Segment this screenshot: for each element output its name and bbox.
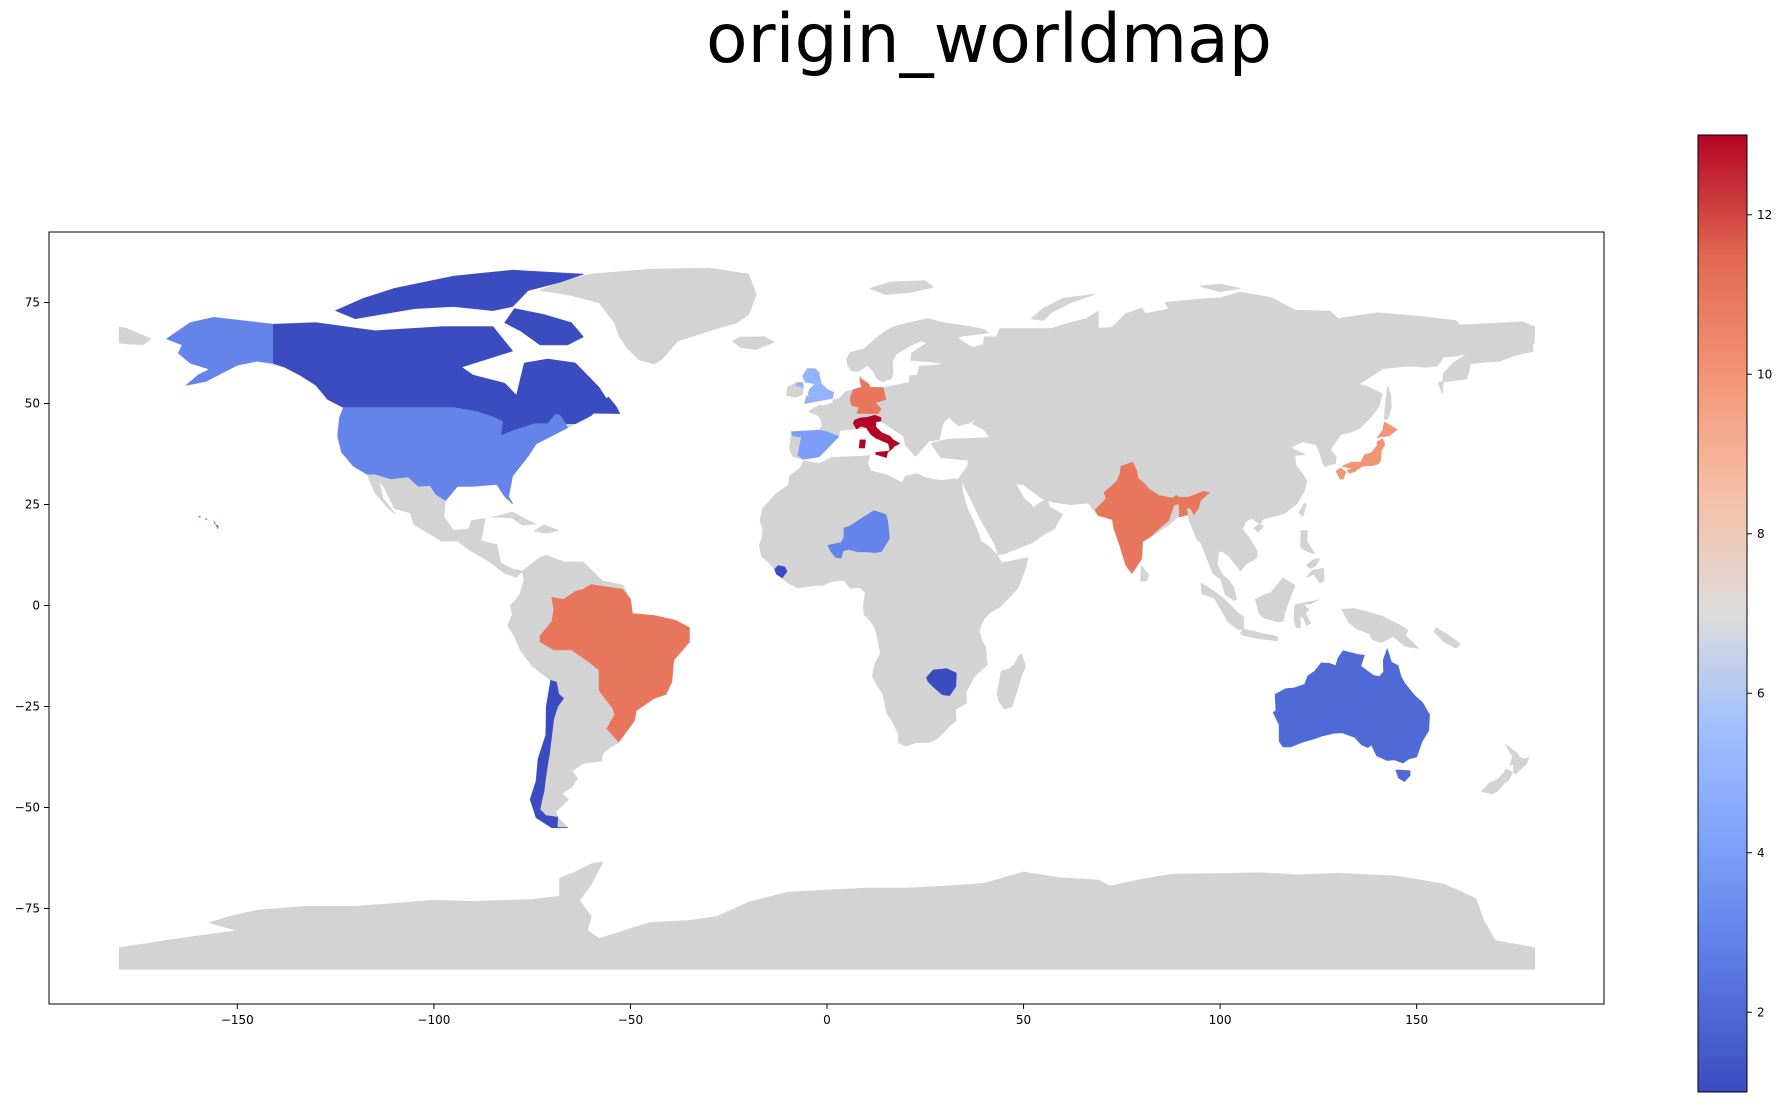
land-taiwan xyxy=(1298,502,1307,518)
land-sulawesi xyxy=(1293,599,1319,629)
country-japan xyxy=(1341,438,1386,470)
land-sakhalin xyxy=(1383,385,1392,421)
colorbar-tick-label: 6 xyxy=(1757,686,1765,700)
land-sri-pacific-solomon xyxy=(1433,627,1461,649)
x-tick-label: 50 xyxy=(1016,1013,1031,1027)
land-nz-north xyxy=(1505,744,1530,775)
highlighted-countries xyxy=(166,269,1430,828)
land-madagascar xyxy=(996,653,1026,710)
y-tick-label: −50 xyxy=(15,801,40,815)
country-canada xyxy=(573,403,586,408)
land-philippines-central xyxy=(1306,558,1321,569)
colorbar-gradient xyxy=(1697,134,1748,1093)
country-canada xyxy=(593,396,621,414)
x-tick-label: −150 xyxy=(221,1013,254,1027)
colorbar-tick-label: 4 xyxy=(1757,846,1765,860)
x-tick-label: 150 xyxy=(1405,1013,1428,1027)
country-united-states xyxy=(198,515,202,518)
land-iceland xyxy=(732,336,775,350)
country-zimbabwe xyxy=(926,668,957,696)
y-tick-label: 50 xyxy=(25,397,40,411)
country-australia xyxy=(1272,648,1430,764)
colorbar-tick-label: 8 xyxy=(1757,527,1765,541)
country-united-states xyxy=(337,407,568,504)
country-united-kingdom xyxy=(802,368,834,404)
land-philippines-mindanao xyxy=(1306,567,1325,584)
land-sri-lanka xyxy=(1140,565,1150,582)
land-hispaniola xyxy=(534,524,559,534)
land-europe xyxy=(789,291,1536,601)
colorbar: 2 4 6 8 10 12 xyxy=(1697,134,1772,1093)
country-united-states xyxy=(166,317,273,386)
land-java xyxy=(1240,628,1278,642)
x-tick-label: −100 xyxy=(417,1013,450,1027)
land-borneo xyxy=(1255,577,1296,623)
colorbar-tick-label: 2 xyxy=(1757,1005,1765,1019)
land-kamchatka-tip xyxy=(118,326,152,345)
country-australia xyxy=(1395,769,1411,782)
country-germany xyxy=(849,378,887,414)
land-greenland xyxy=(539,267,757,365)
x-tick-label: 100 xyxy=(1209,1013,1232,1027)
y-tick-label: −75 xyxy=(15,902,40,916)
country-japan xyxy=(1335,467,1347,480)
y-tick-label: −25 xyxy=(15,700,40,714)
land-cuba xyxy=(492,511,536,526)
chart-title: origin_worldmap xyxy=(706,0,1272,79)
country-canada xyxy=(335,269,584,319)
y-tick-label: 25 xyxy=(25,498,40,512)
country-italy xyxy=(875,450,889,458)
country-united-kingdom xyxy=(795,382,804,388)
country-brazil xyxy=(539,584,690,743)
land-hainan xyxy=(1253,523,1264,533)
land-svalbard xyxy=(869,280,934,295)
x-axis: −150 −100 −50 0 50 100 150 xyxy=(221,1004,1428,1027)
country-sierra-leone xyxy=(774,565,788,579)
x-tick-label: −50 xyxy=(618,1013,643,1027)
country-india xyxy=(1094,461,1210,574)
country-italy xyxy=(853,414,900,453)
country-canada xyxy=(504,308,584,346)
country-japan xyxy=(1346,467,1357,474)
chart-title-area: origin_worldmap xyxy=(706,0,1272,79)
y-axis: 75 50 25 0 −25 −50 −75 xyxy=(15,296,49,916)
x-tick-label: 0 xyxy=(823,1013,831,1027)
country-chile xyxy=(529,679,568,828)
land-sumatra xyxy=(1200,582,1245,630)
land-novaya-zemlya xyxy=(1030,293,1095,321)
country-japan xyxy=(1377,421,1398,439)
colorbar-tick-label: 10 xyxy=(1757,367,1772,381)
land-arctic-north-siberia xyxy=(1199,283,1241,293)
land-antarctica xyxy=(118,861,1536,970)
colorbar-ticks: 2 4 6 8 10 12 xyxy=(1747,208,1772,1019)
colorbar-tick-label: 12 xyxy=(1757,208,1772,222)
country-niger xyxy=(827,510,890,559)
land-philippines-luzon xyxy=(1300,530,1315,555)
y-tick-label: 0 xyxy=(32,599,40,613)
y-tick-label: 75 xyxy=(25,296,40,310)
country-spain xyxy=(791,429,840,460)
land-new-guinea xyxy=(1341,608,1420,649)
land-africa xyxy=(758,455,1029,747)
country-united-states xyxy=(213,520,219,529)
land-nz-south xyxy=(1481,768,1513,795)
country-italy xyxy=(858,439,866,449)
country-united-states xyxy=(204,517,208,520)
